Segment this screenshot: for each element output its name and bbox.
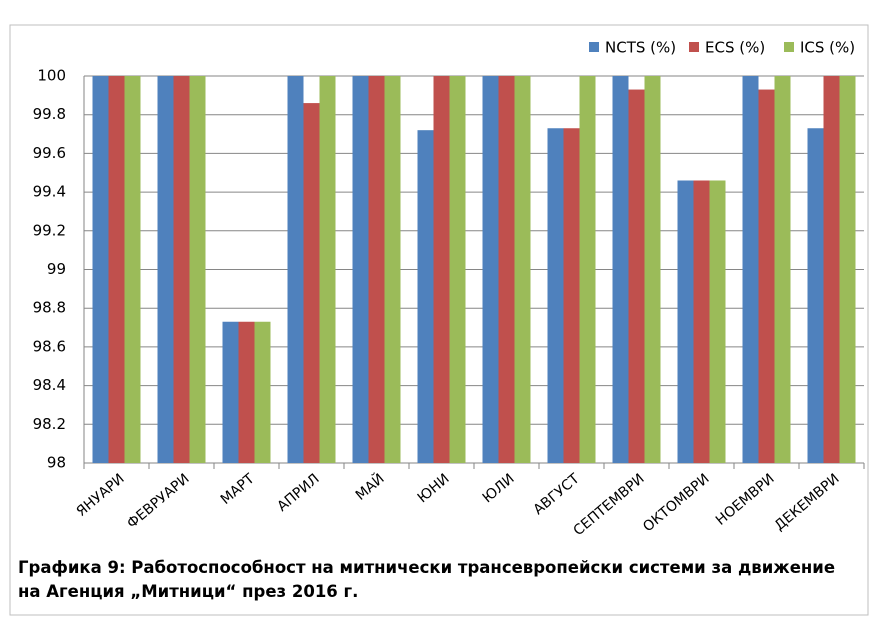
y-tick-label: 98 — [47, 454, 66, 472]
bar — [498, 76, 515, 463]
y-tick-label: 100 — [37, 67, 66, 85]
bar — [579, 76, 596, 463]
bar — [758, 89, 775, 464]
bar — [157, 76, 174, 463]
bar — [319, 76, 336, 463]
y-tick-label: 99.8 — [33, 105, 66, 123]
legend-swatch — [689, 42, 699, 52]
bar — [238, 321, 255, 463]
bar — [514, 76, 531, 463]
x-tick-label: ФЕВРУАРИ — [124, 471, 192, 532]
x-tick-label: ДЕКЕМВРИ — [772, 471, 843, 534]
bar — [823, 76, 840, 463]
y-tick-label: 98.8 — [33, 299, 66, 317]
y-tick-label: 98.6 — [33, 337, 66, 355]
legend-swatch — [784, 42, 794, 52]
legend-label: ECS (%) — [705, 39, 765, 57]
x-tick-label: ЮНИ — [415, 471, 453, 506]
bar — [173, 76, 190, 463]
bar — [368, 76, 385, 463]
bar — [644, 76, 661, 463]
bar — [352, 76, 369, 463]
bar — [417, 130, 434, 463]
bar — [839, 76, 856, 463]
x-tick-label: АВГУСТ — [531, 471, 583, 519]
legend-swatch — [589, 42, 599, 52]
bar — [92, 76, 109, 463]
x-tick-label: АПРИЛ — [274, 471, 322, 515]
y-tick-label: 99.6 — [33, 144, 66, 162]
bar — [384, 76, 401, 463]
x-tick-label: ЯНУАРИ — [73, 471, 127, 520]
bar — [547, 128, 564, 463]
bar — [189, 76, 206, 463]
x-tick-label: МАЙ — [351, 469, 387, 503]
bar — [222, 321, 239, 463]
bar — [807, 128, 824, 463]
x-tick-label: СЕПТЕМВРИ — [571, 471, 648, 539]
bar — [303, 103, 320, 463]
x-tick-label: ЮЛИ — [480, 471, 518, 506]
y-tick-label: 98.4 — [33, 376, 66, 394]
bar — [709, 180, 726, 464]
bar — [563, 128, 580, 463]
x-tick-label: НОЕМВРИ — [713, 471, 778, 529]
y-tick-label: 99 — [47, 260, 66, 278]
bar — [449, 76, 466, 463]
chart-caption: Графика 9: Работоспособност на митническ… — [18, 558, 836, 601]
legend-label: ICS (%) — [800, 39, 855, 57]
chart-frame — [9, 24, 869, 616]
bar — [287, 76, 304, 463]
x-tick-label: МАРТ — [218, 471, 258, 508]
bar — [628, 89, 645, 464]
bar — [677, 180, 694, 464]
bar — [612, 76, 629, 463]
x-tick-label: ОКТОМВРИ — [640, 471, 712, 535]
bar — [124, 76, 141, 463]
legend-label: NCTS (%) — [605, 39, 676, 57]
bar — [742, 76, 759, 463]
bar — [254, 321, 271, 463]
y-tick-label: 99.2 — [33, 221, 66, 239]
y-tick-label: 98.2 — [33, 415, 66, 433]
y-tick-label: 99.4 — [33, 183, 66, 201]
bar — [108, 76, 125, 463]
bar — [774, 76, 791, 463]
bar — [482, 76, 499, 463]
bar — [693, 180, 710, 464]
bar — [433, 76, 450, 463]
